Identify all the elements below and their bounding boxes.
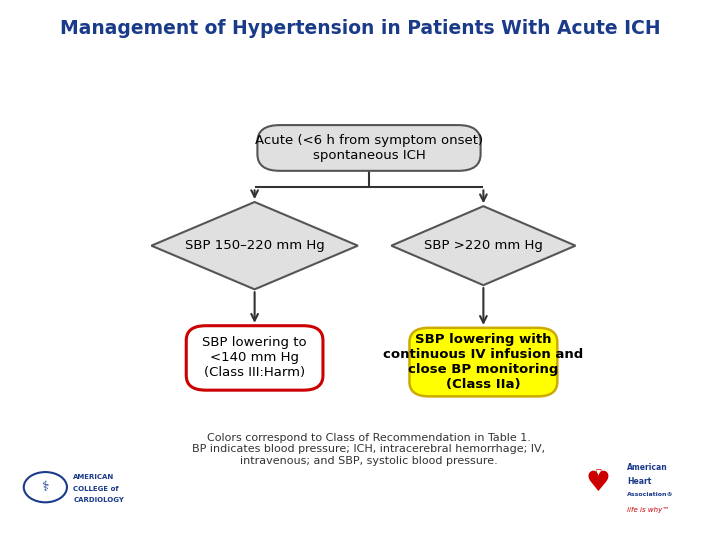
Text: AMERICAN: AMERICAN [73, 474, 114, 481]
Polygon shape [392, 206, 575, 285]
Text: SBP lowering to
<140 mm Hg
(Class III:Harm): SBP lowering to <140 mm Hg (Class III:Ha… [202, 336, 307, 380]
Text: SBP 150–220 mm Hg: SBP 150–220 mm Hg [185, 239, 325, 252]
Text: Association®: Association® [627, 492, 674, 497]
Text: CARDIOLOGY: CARDIOLOGY [73, 497, 125, 503]
Text: Colors correspond to Class of Recommendation in Table 1.
BP indicates blood pres: Colors correspond to Class of Recommenda… [192, 433, 546, 466]
Polygon shape [151, 202, 358, 289]
Text: Acute (<6 h from symptom onset)
spontaneous ICH: Acute (<6 h from symptom onset) spontane… [255, 134, 483, 162]
Text: life is why™: life is why™ [627, 507, 670, 513]
Text: COLLEGE of: COLLEGE of [73, 485, 119, 492]
Text: Management of Hypertension in Patients With Acute ICH: Management of Hypertension in Patients W… [60, 19, 660, 38]
Text: SBP >220 mm Hg: SBP >220 mm Hg [424, 239, 543, 252]
Text: Heart: Heart [627, 477, 652, 485]
FancyBboxPatch shape [258, 125, 481, 171]
Text: ♥: ♥ [585, 469, 611, 497]
Text: American: American [627, 463, 668, 472]
Text: 🔥: 🔥 [595, 467, 601, 477]
FancyBboxPatch shape [186, 326, 323, 390]
FancyBboxPatch shape [410, 328, 557, 396]
Text: SBP lowering with
continuous IV infusion and
close BP monitoring
(Class IIa): SBP lowering with continuous IV infusion… [383, 333, 583, 391]
Text: ⚕: ⚕ [42, 480, 49, 494]
